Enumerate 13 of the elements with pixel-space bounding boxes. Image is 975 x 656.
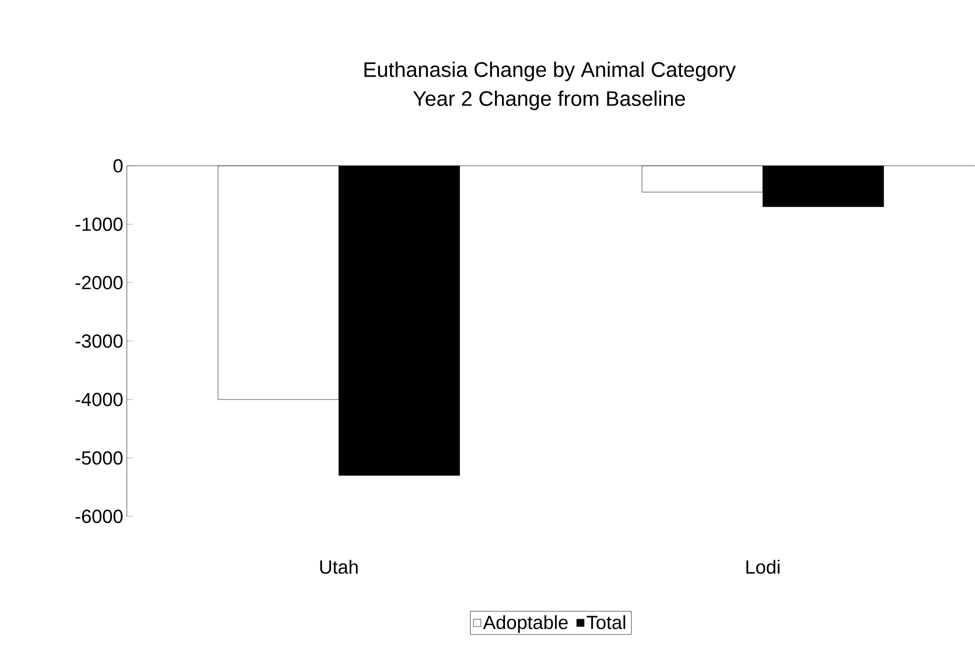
y-tick-label: -1000: [76, 217, 123, 231]
y-tick-label: -2000: [76, 276, 123, 290]
y-tick-label: -6000: [76, 510, 123, 523]
y-tick-label: -5000: [76, 451, 123, 465]
chart-title: Euthanasia Change by Animal Category: [364, 62, 736, 82]
legend-label: Total: [586, 615, 626, 630]
y-tick-label: -3000: [76, 334, 123, 348]
chart-subtitle: Year 2 Change from Baseline: [413, 90, 685, 110]
legend-label: Adoptable: [483, 615, 568, 633]
x-tick-label: Lodi: [746, 560, 780, 574]
y-tick-label: 0: [114, 158, 123, 172]
y-tick-label: -4000: [76, 392, 123, 406]
x-tick-label: Utah: [320, 560, 358, 574]
